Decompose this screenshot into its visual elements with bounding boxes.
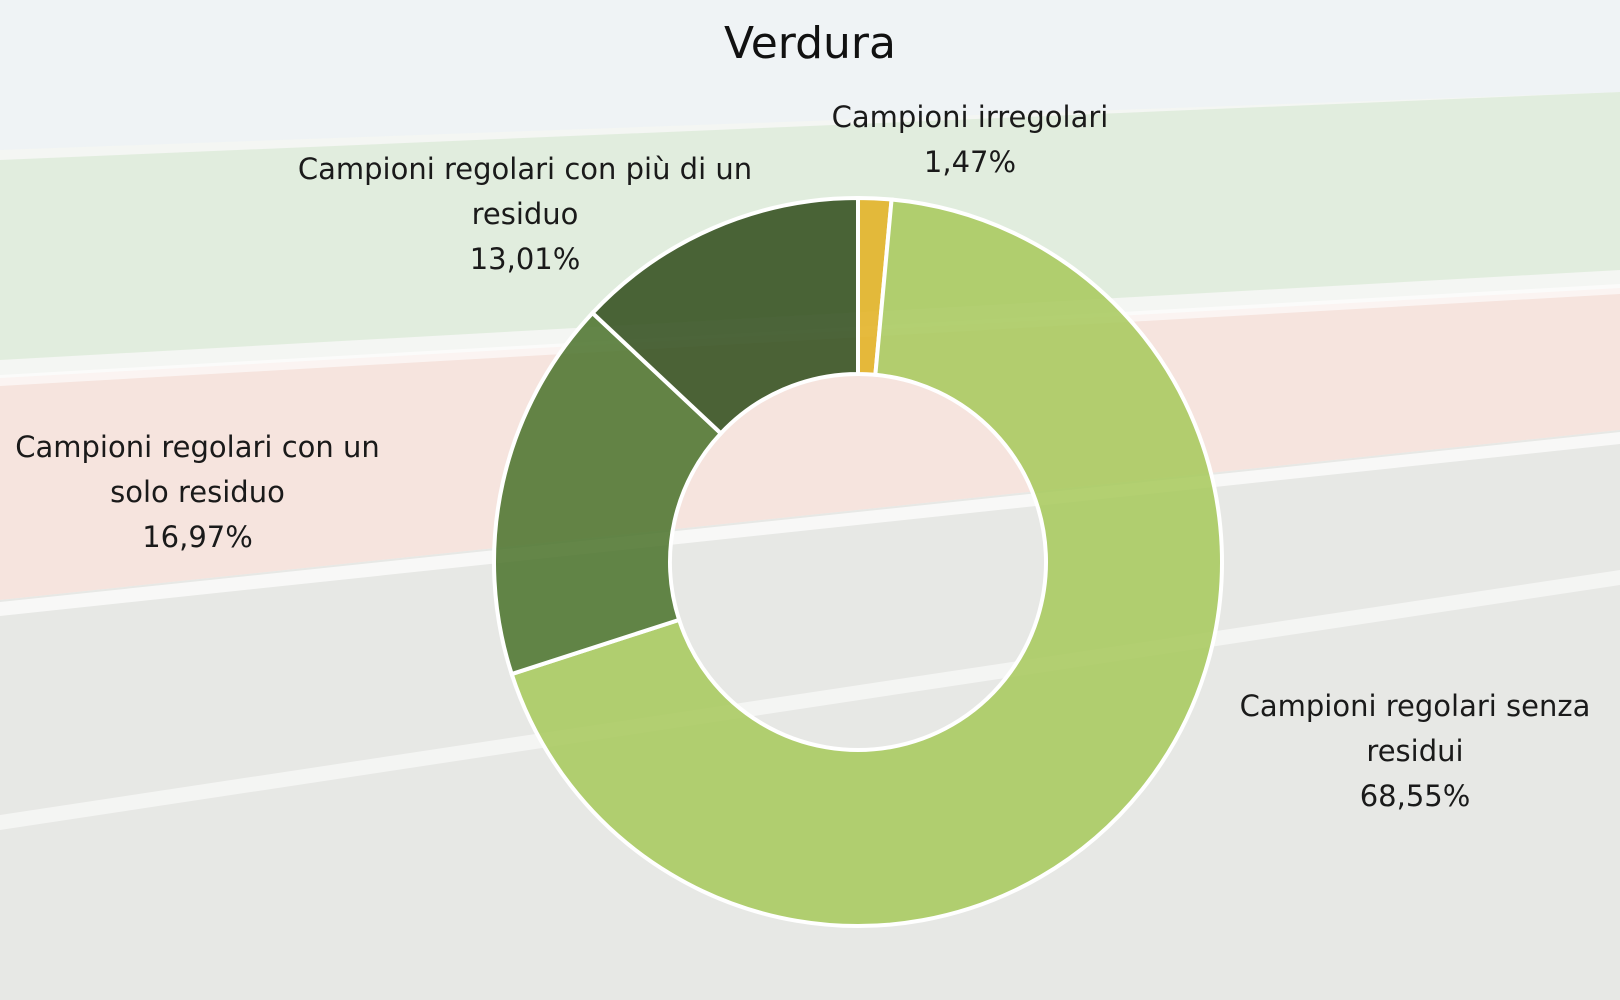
data-label-irregolari: Campioni irregolari 1,47%: [831, 100, 1109, 179]
doughnut-slice-3: [589, 195, 860, 437]
data-label-un-solo-residuo: Campioni regolari con un solo residuo 16…: [15, 430, 380, 554]
doughnut-slice-2: [492, 310, 724, 677]
data-label-senza-residui: Campioni regolari senza residui 68,55%: [1239, 689, 1591, 813]
doughnut-slice-1: [509, 197, 1224, 928]
data-label-piu-di-un-residuo: Campioni regolari con più di un residuo …: [297, 152, 753, 276]
chart-title: Verdura: [724, 18, 896, 69]
